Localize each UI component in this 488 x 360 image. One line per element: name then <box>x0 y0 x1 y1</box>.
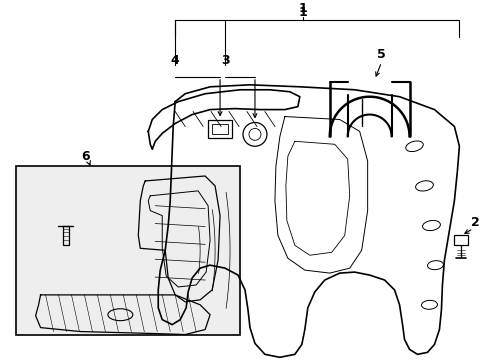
Text: 4: 4 <box>170 54 179 67</box>
Bar <box>212 125 227 134</box>
Text: 3: 3 <box>220 54 229 67</box>
Text: 5: 5 <box>376 48 385 60</box>
Bar <box>208 121 232 138</box>
Bar <box>62 225 68 246</box>
Text: 1: 1 <box>298 2 306 15</box>
Text: 6: 6 <box>81 150 90 163</box>
Text: 2: 2 <box>470 216 479 229</box>
Bar <box>453 235 468 246</box>
Text: 1: 1 <box>298 6 306 19</box>
Bar <box>16 166 240 334</box>
